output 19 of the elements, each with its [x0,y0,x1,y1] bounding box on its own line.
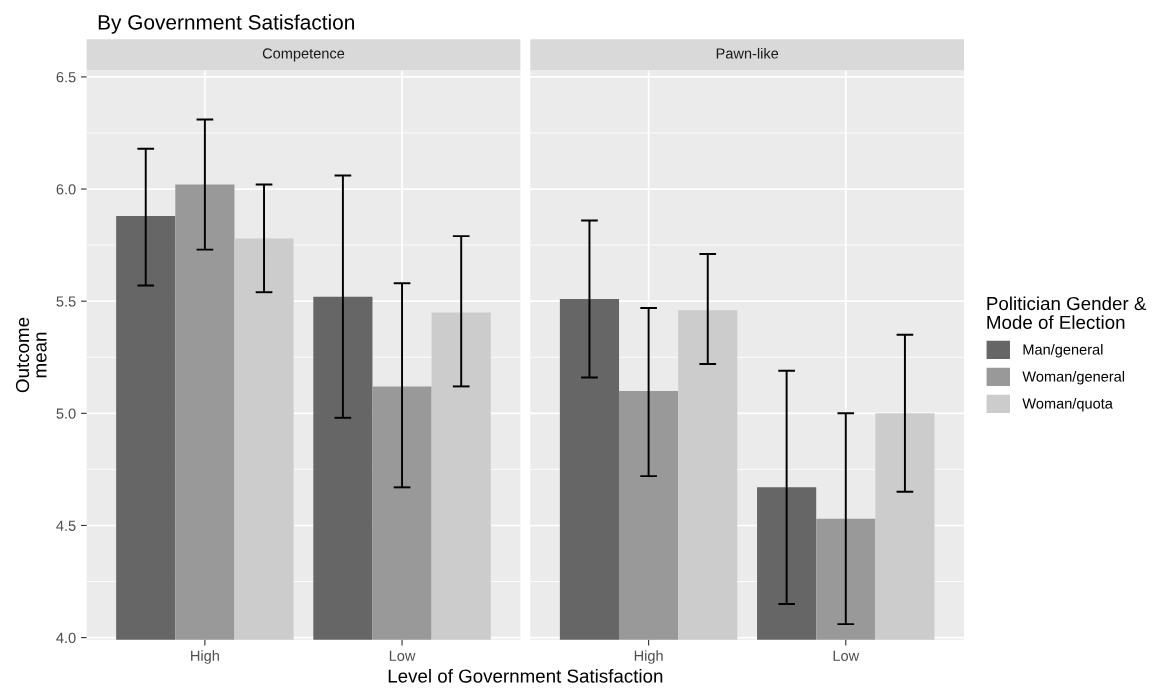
y-tick-label: 5.0 [56,408,76,419]
x-tick-label: High [634,650,663,664]
y-tick-label: 6.5 [56,72,76,83]
x-tick-label: Low [389,650,416,661]
x-axis-title: Level of Government Satisfaction [388,668,663,683]
x-tick-label: High [191,650,219,664]
x-tick-label: Low [833,650,860,661]
y-axis-title: Outcome mean [15,317,47,393]
y-tick-label: 6.0 [56,184,76,195]
y-tick-label: 4.0 [56,632,76,644]
legend-title: Politician Gender & Mode of Election [987,296,1147,329]
legend-label: Woman/general [1022,370,1125,385]
chart-subtitle: Competence [262,48,345,62]
legend-label: Man/general [1023,344,1103,358]
legend-label: Woman/quota [1022,397,1113,412]
y-tick-label: 5.5 [56,296,76,307]
chart-title: By Government Satisfaction [98,14,354,34]
chart-subtitle: Pawn-like [716,47,779,59]
y-tick-label: 4.5 [56,520,76,531]
